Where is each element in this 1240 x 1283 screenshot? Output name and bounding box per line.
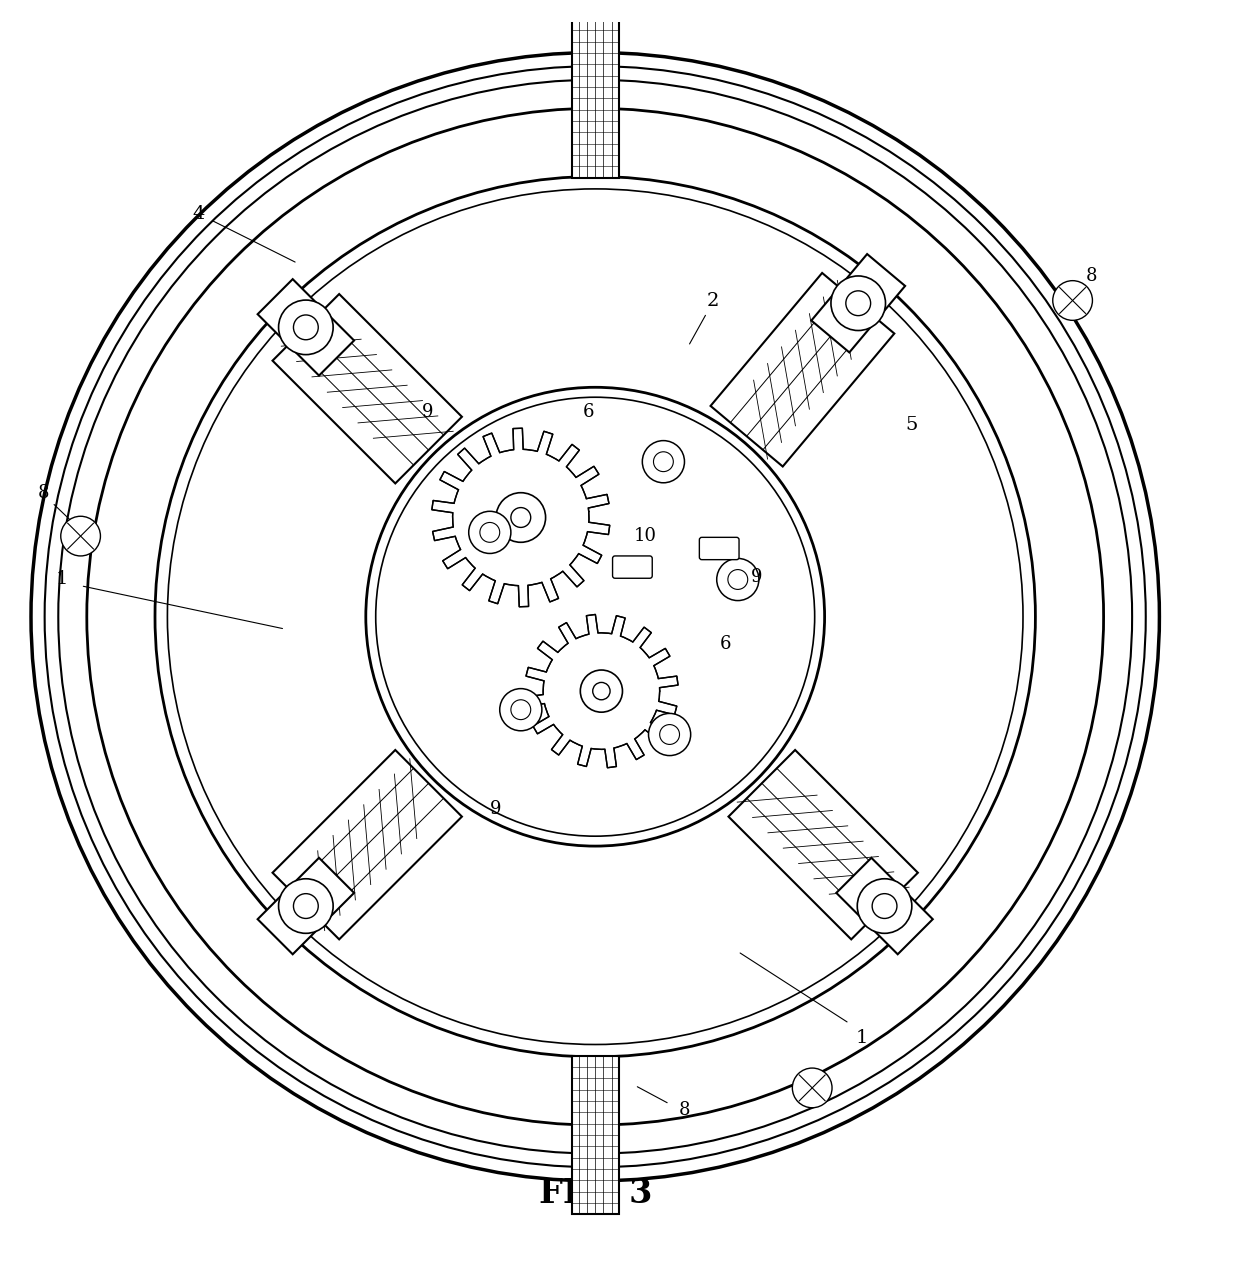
Circle shape (496, 493, 546, 543)
Circle shape (155, 177, 1035, 1057)
Circle shape (511, 508, 531, 527)
Circle shape (469, 512, 511, 553)
Circle shape (0, 22, 1190, 1212)
Circle shape (653, 452, 673, 472)
Text: 1: 1 (56, 571, 68, 589)
Circle shape (279, 300, 334, 354)
Bar (572, 19, 619, 178)
FancyBboxPatch shape (699, 538, 739, 559)
Circle shape (792, 1067, 832, 1107)
Circle shape (857, 879, 911, 933)
Text: 6: 6 (583, 403, 595, 421)
Circle shape (728, 570, 748, 589)
Circle shape (87, 108, 1104, 1125)
Circle shape (649, 713, 691, 756)
Circle shape (660, 725, 680, 744)
Circle shape (831, 276, 885, 331)
Text: 5: 5 (905, 416, 918, 434)
Polygon shape (258, 858, 355, 955)
Text: 10: 10 (634, 527, 656, 545)
Text: 6: 6 (719, 635, 732, 653)
Circle shape (61, 516, 100, 556)
Circle shape (593, 683, 610, 699)
Text: 8: 8 (678, 1101, 691, 1119)
Circle shape (846, 291, 870, 316)
Polygon shape (273, 751, 463, 939)
Polygon shape (432, 429, 610, 607)
Circle shape (1053, 281, 1092, 321)
Circle shape (642, 440, 684, 482)
Polygon shape (711, 273, 894, 467)
Polygon shape (258, 280, 355, 376)
Circle shape (294, 314, 319, 340)
Polygon shape (728, 751, 918, 939)
Text: 1: 1 (856, 1029, 868, 1047)
Polygon shape (273, 294, 463, 484)
Circle shape (500, 689, 542, 731)
Text: 9: 9 (422, 403, 434, 421)
Circle shape (717, 558, 759, 600)
Text: 8: 8 (37, 484, 50, 502)
Text: FIG. 3: FIG. 3 (538, 1177, 652, 1210)
Polygon shape (525, 615, 678, 767)
Circle shape (294, 894, 319, 919)
Circle shape (279, 879, 334, 933)
Polygon shape (811, 254, 905, 353)
Circle shape (511, 699, 531, 720)
Text: 9: 9 (750, 568, 763, 586)
Polygon shape (836, 858, 932, 955)
Text: 8: 8 (1085, 267, 1097, 285)
Circle shape (480, 522, 500, 543)
Circle shape (580, 670, 622, 712)
Circle shape (872, 894, 897, 919)
FancyBboxPatch shape (613, 556, 652, 579)
Text: 4: 4 (192, 205, 205, 223)
Circle shape (366, 387, 825, 845)
Text: 9: 9 (490, 799, 502, 817)
Bar (572, 1056, 619, 1215)
Text: 2: 2 (707, 291, 719, 309)
